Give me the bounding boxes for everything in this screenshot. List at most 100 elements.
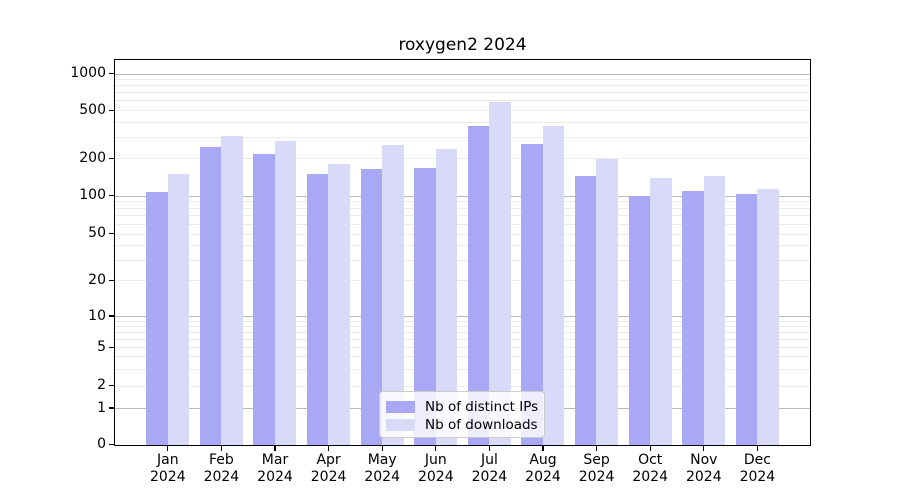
bar-distinct-ips-mar — [253, 153, 275, 445]
minor-gridline — [115, 201, 810, 203]
bar-downloads-jul — [489, 101, 511, 445]
minor-gridline — [115, 338, 810, 340]
y-tick-label: 1000 — [70, 65, 106, 82]
y-tick-mark — [109, 279, 114, 282]
x-tick-mark — [274, 446, 276, 451]
bar-downloads-nov — [703, 176, 726, 445]
y-tick-label: 200 — [79, 150, 106, 167]
bar-distinct-ips-dec — [735, 193, 758, 445]
x-tick-mark — [596, 446, 598, 451]
y-tick-label: 1 — [97, 399, 106, 416]
legend-item-distinct-ips: Nb of distinct IPs — [386, 398, 539, 415]
x-tick-label-aug: Aug 2024 — [525, 452, 561, 485]
major-gridline — [115, 195, 810, 197]
x-tick-mark — [167, 446, 169, 451]
y-tick-mark — [109, 233, 114, 235]
legend-swatch-downloads — [386, 418, 415, 431]
y-tick-label: 20 — [88, 272, 106, 288]
bar-distinct-ips-aug — [521, 143, 543, 445]
minor-gridline — [115, 121, 810, 123]
bar-downloads-apr — [328, 164, 350, 445]
legend-item-downloads: Nb of downloads — [386, 416, 538, 433]
x-tick-mark — [756, 446, 758, 451]
y-tick-label: 100 — [79, 187, 106, 204]
x-tick-label-feb: Feb 2024 — [203, 452, 240, 485]
x-tick-mark — [649, 446, 651, 451]
bar-distinct-ips-oct — [628, 196, 650, 445]
minor-gridline — [115, 109, 810, 111]
x-tick-mark — [542, 446, 544, 451]
y-tick-mark — [109, 195, 114, 197]
x-tick-label-apr: Apr 2024 — [310, 452, 347, 485]
bar-distinct-ips-jul — [467, 126, 490, 445]
minor-gridline — [115, 233, 810, 235]
bar-distinct-ips-jan — [146, 192, 168, 445]
minor-gridline — [115, 331, 810, 333]
x-tick-label-nov: Nov 2024 — [685, 452, 722, 485]
x-tick-mark — [381, 446, 383, 451]
y-tick-mark — [109, 407, 114, 409]
y-tick-mark — [109, 73, 114, 75]
y-tick-label: 0 — [97, 436, 106, 453]
x-tick-mark — [328, 446, 330, 451]
x-tick-mark — [703, 446, 705, 451]
x-tick-label-jun: Jun 2024 — [417, 452, 454, 485]
bar-downloads-feb — [221, 135, 243, 445]
minor-gridline — [115, 215, 810, 217]
y-tick-label: 2 — [97, 377, 106, 394]
bar-distinct-ips-nov — [682, 190, 704, 445]
y-tick-mark — [109, 315, 114, 317]
minor-gridline — [115, 158, 810, 160]
legend-label-downloads: Nb of downloads — [425, 416, 538, 433]
bar-downloads-may — [382, 144, 404, 445]
bar-downloads-aug — [542, 125, 565, 445]
y-tick-mark — [109, 346, 114, 348]
minor-gridline — [115, 92, 810, 94]
minor-gridline — [115, 100, 810, 102]
minor-gridline — [115, 136, 810, 138]
y-tick-label: 500 — [79, 101, 106, 118]
legend-swatch-distinct-ips — [386, 400, 415, 413]
bar-downloads-jun — [435, 149, 458, 445]
bar-distinct-ips-may — [360, 169, 382, 445]
x-tick-label-jul: Jul 2024 — [471, 452, 508, 485]
y-tick-mark — [109, 385, 114, 387]
bar-downloads-dec — [757, 188, 779, 445]
minor-gridline — [115, 259, 810, 261]
minor-gridline — [115, 223, 810, 225]
y-tick-mark — [109, 109, 114, 111]
legend: Nb of distinct IPs Nb of downloads — [379, 391, 545, 438]
bar-downloads-sep — [596, 158, 618, 445]
x-tick-mark — [220, 446, 222, 451]
minor-gridline — [115, 368, 810, 370]
minor-gridline — [115, 245, 810, 246]
legend-label-distinct-ips: Nb of distinct IPs — [425, 398, 539, 415]
minor-gridline — [115, 79, 810, 81]
bar-downloads-mar — [274, 141, 297, 445]
y-tick-label: 50 — [88, 225, 106, 242]
minor-gridline — [115, 356, 810, 358]
minor-gridline — [115, 85, 810, 87]
plot-area — [114, 59, 811, 446]
x-tick-label-jan: Jan 2024 — [149, 452, 186, 485]
bar-downloads-oct — [650, 177, 672, 445]
x-tick-label-dec: Dec 2024 — [739, 452, 776, 485]
bar-distinct-ips-apr — [306, 174, 329, 445]
minor-gridline — [115, 346, 810, 348]
bar-downloads-jan — [167, 174, 190, 445]
y-tick-label: 10 — [88, 307, 106, 324]
minor-gridline — [115, 325, 810, 327]
chart-title: roxygen2 2024 — [398, 35, 527, 55]
x-tick-label-oct: Oct 2024 — [632, 452, 668, 485]
bar-distinct-ips-jun — [414, 167, 436, 445]
minor-gridline — [115, 280, 810, 282]
y-tick-mark — [109, 158, 114, 160]
x-tick-label-sep: Sep 2024 — [578, 452, 615, 485]
minor-gridline — [115, 207, 810, 209]
y-tick-mark — [109, 444, 114, 446]
major-gridline — [115, 315, 810, 317]
minor-gridline — [115, 385, 810, 387]
x-tick-mark — [488, 446, 490, 451]
x-tick-label-may: May 2024 — [364, 452, 400, 485]
